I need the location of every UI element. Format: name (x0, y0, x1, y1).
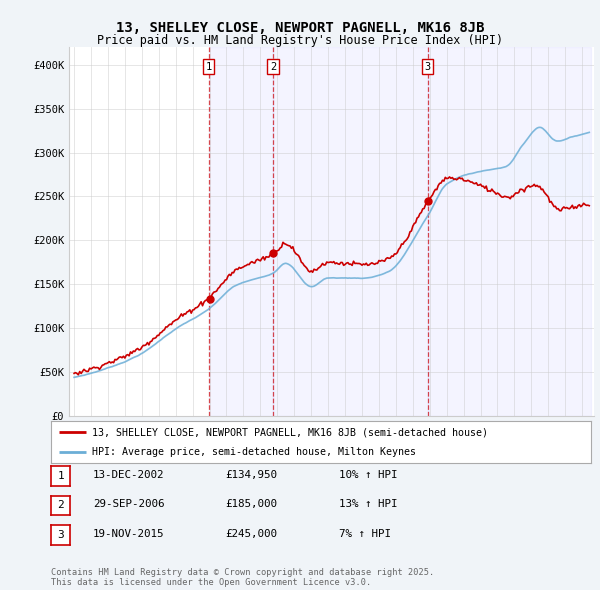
Text: 13, SHELLEY CLOSE, NEWPORT PAGNELL, MK16 8JB: 13, SHELLEY CLOSE, NEWPORT PAGNELL, MK16… (116, 21, 484, 35)
Text: 7% ↑ HPI: 7% ↑ HPI (339, 529, 391, 539)
Text: 13% ↑ HPI: 13% ↑ HPI (339, 500, 397, 509)
Text: 13, SHELLEY CLOSE, NEWPORT PAGNELL, MK16 8JB (semi-detached house): 13, SHELLEY CLOSE, NEWPORT PAGNELL, MK16… (91, 427, 487, 437)
Text: 2: 2 (270, 61, 276, 71)
Text: Contains HM Land Registry data © Crown copyright and database right 2025.
This d: Contains HM Land Registry data © Crown c… (51, 568, 434, 587)
Text: 29-SEP-2006: 29-SEP-2006 (93, 500, 164, 509)
Text: 1: 1 (57, 471, 64, 481)
Text: 3: 3 (425, 61, 431, 71)
Text: 2: 2 (57, 500, 64, 510)
Text: 3: 3 (57, 530, 64, 540)
Text: 10% ↑ HPI: 10% ↑ HPI (339, 470, 397, 480)
Text: 13-DEC-2002: 13-DEC-2002 (93, 470, 164, 480)
Text: Price paid vs. HM Land Registry's House Price Index (HPI): Price paid vs. HM Land Registry's House … (97, 34, 503, 47)
Text: £245,000: £245,000 (225, 529, 277, 539)
Bar (273, 47, 428, 416)
Bar (209, 47, 273, 416)
Bar (428, 47, 590, 416)
Text: £134,950: £134,950 (225, 470, 277, 480)
Text: HPI: Average price, semi-detached house, Milton Keynes: HPI: Average price, semi-detached house,… (91, 447, 415, 457)
Text: £185,000: £185,000 (225, 500, 277, 509)
Text: 19-NOV-2015: 19-NOV-2015 (93, 529, 164, 539)
Text: 1: 1 (206, 61, 212, 71)
